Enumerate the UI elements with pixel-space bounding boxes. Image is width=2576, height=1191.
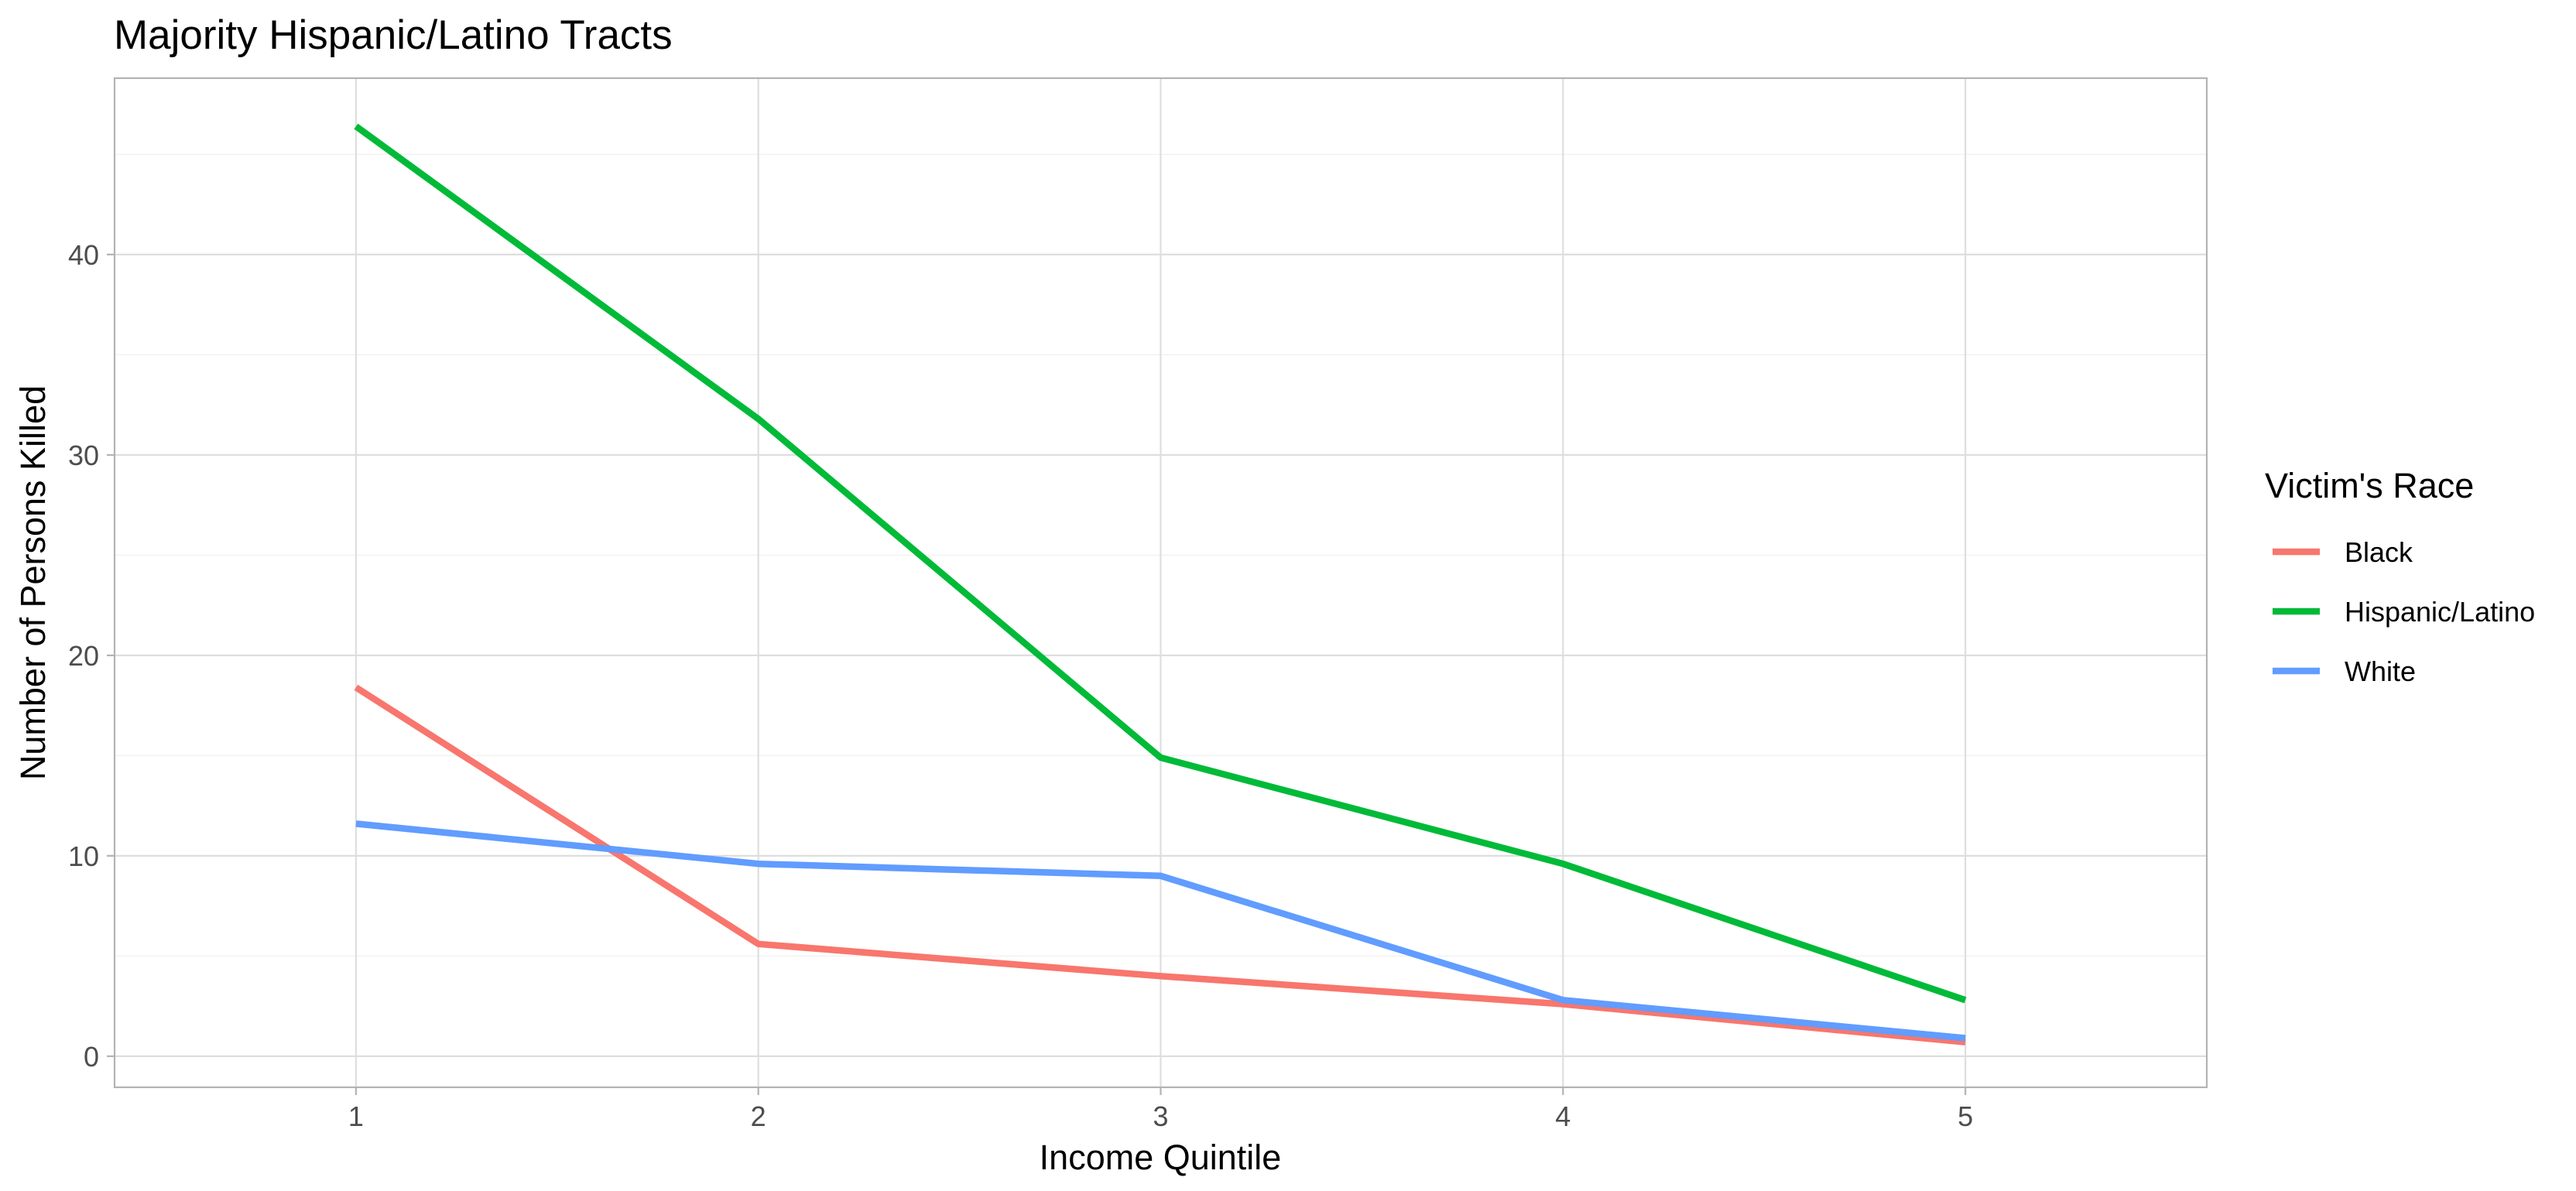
series-line-white [355,820,1966,1042]
chart-title: Majority Hispanic/Latino Tracts [114,12,673,58]
series-line-hispanic-latino [354,123,1967,1004]
legend-label-hispanic-latino: Hispanic/Latino [2345,596,2535,628]
x-axis-title: Income Quintile [1040,1138,1282,1177]
x-tick-label: 3 [1153,1100,1168,1132]
y-tick-label: 20 [68,640,99,672]
legend-item-white: White [2273,655,2416,687]
legend: Victim's Race Black Hispanic/Latino White [2265,466,2535,687]
x-tick-label: 4 [1555,1100,1571,1132]
series-lines [354,123,1967,1046]
grid [115,78,2207,1087]
y-tick-label: 40 [68,239,99,271]
legend-title: Victim's Race [2265,466,2474,505]
legend-items: Black Hispanic/Latino White [2273,536,2535,687]
legend-label-black: Black [2345,536,2413,568]
axis-ticks: 0 10 20 30 40 1 2 3 4 5 [68,239,1973,1132]
y-axis-title: Number of Persons Killed [13,385,53,780]
x-tick-label: 5 [1958,1100,1973,1132]
x-tick-label: 2 [751,1100,766,1132]
y-tick-label: 30 [68,440,99,471]
series-line-black [354,684,1966,1046]
y-tick-label: 0 [84,1041,99,1073]
legend-item-hispanic-latino: Hispanic/Latino [2273,596,2535,628]
y-tick-label: 10 [68,840,99,872]
legend-label-white: White [2345,655,2416,687]
legend-item-black: Black [2273,536,2413,568]
x-tick-label: 1 [348,1100,364,1132]
